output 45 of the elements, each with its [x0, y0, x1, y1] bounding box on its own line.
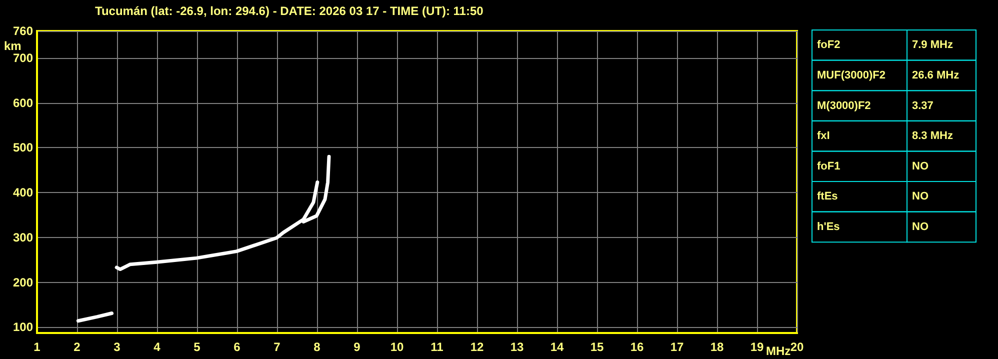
x-tick-label: 5 [194, 340, 201, 354]
text: 8.3 MHz [912, 130, 954, 142]
chart-title: Tucumán (lat: -26.9, lon: 294.6) - DATE: 2026 03 17 - TIME (UT): 11:50 [95, 4, 484, 18]
text: 7.9 MHz [912, 39, 954, 52]
x-tick-label: 16 [630, 340, 644, 354]
text: M(3000)F2 [817, 100, 871, 112]
text: fxI [817, 130, 830, 142]
x-tick-label: 7 [274, 340, 281, 354]
x-tick-label: 20 [790, 340, 804, 354]
y-tick-label: 100 [12, 320, 34, 334]
y-axis-title: km [4, 39, 22, 53]
y-tick-label: 400 [12, 186, 34, 200]
x-tick-label: 19 [750, 340, 764, 354]
x-tick-label: 2 [74, 340, 81, 354]
x-tick-label: 3 [114, 340, 121, 354]
text: 26.6 MHz [912, 69, 960, 82]
text: foF1 [817, 160, 840, 172]
y-tick-label: 600 [12, 96, 34, 110]
x-tick-label: 9 [354, 340, 361, 354]
text: MUF(3000)F2 [817, 69, 886, 82]
text: 3.37 [912, 100, 934, 112]
x-tick-label: 14 [550, 340, 564, 354]
text: NO [912, 220, 929, 233]
y-tick-label: 200 [12, 275, 34, 290]
x-tick-label: 13 [510, 340, 524, 354]
x-tick-label: 11 [430, 340, 444, 354]
text: NO [912, 190, 929, 203]
y-tick-label: 300 [12, 230, 34, 244]
x-tick-label: 12 [470, 340, 484, 354]
text: h'Es [817, 220, 840, 233]
y-tick-label: 760 [12, 24, 34, 38]
x-tick-label: 1 [34, 340, 41, 354]
x-tick-label: 18 [710, 340, 724, 354]
x-tick-label: 15 [590, 340, 604, 354]
x-tick-label: 17 [670, 340, 684, 354]
x-tick-label: 8 [314, 340, 321, 354]
y-tick-label: 700 [12, 50, 34, 65]
x-tick-label: 4 [154, 340, 161, 354]
text: foF2 [817, 39, 840, 52]
x-tick-label: 10 [390, 340, 404, 354]
x-tick-label: 6 [234, 340, 241, 354]
y-tick-label: 500 [12, 140, 34, 155]
text: ftEs [817, 190, 838, 203]
text: NO [912, 160, 929, 172]
x-axis-title: MHz [766, 344, 791, 358]
